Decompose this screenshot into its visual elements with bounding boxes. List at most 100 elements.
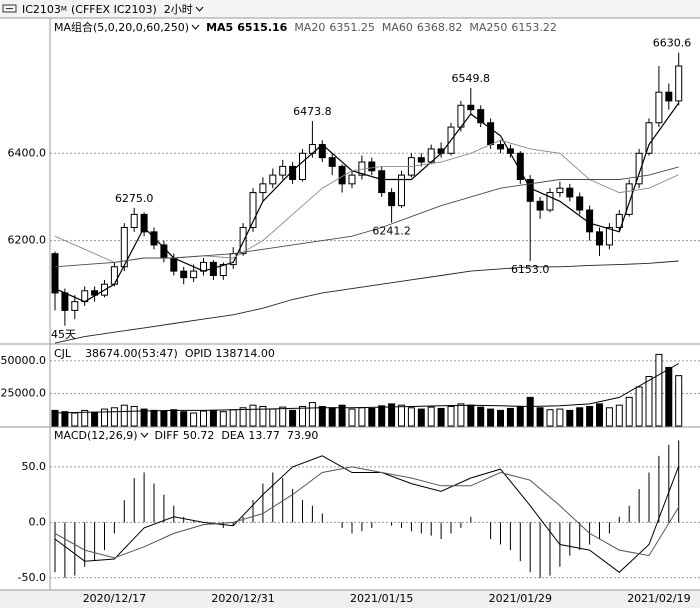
exchange: (CFFEX IC2103) [70, 2, 157, 16]
dropdown-icon[interactable] [140, 432, 149, 438]
candle-body [299, 152, 306, 180]
dropdown-icon[interactable] [195, 6, 204, 12]
volume-bar [506, 407, 514, 427]
volume-bar [526, 396, 534, 427]
volume-bar [130, 405, 138, 427]
x-tick-label: 2021/01/29 [489, 592, 552, 605]
volume-bar [308, 402, 316, 427]
candle-body [61, 292, 69, 311]
candle-body [635, 152, 643, 185]
price-legend: MA组合(5,0,20,0,60,250) MA5 6515.16 MA20 6351… [54, 19, 564, 35]
volume-bar [437, 407, 445, 427]
volume-bar [279, 406, 287, 427]
legend-value: 6368.82 [416, 20, 463, 34]
volume-bar [190, 412, 198, 427]
candle-body [328, 157, 336, 167]
volume-bar [457, 403, 465, 427]
volume-bar [635, 386, 643, 427]
volume-bar [665, 366, 673, 427]
toolbar-bg [0, 0, 700, 18]
price-annotation: 6275.0 [115, 192, 154, 205]
x-tick-label: 2021/02/19 [627, 592, 690, 605]
volume-bar [81, 409, 89, 427]
candle-body [190, 270, 198, 279]
volume-bar [101, 408, 108, 427]
toolbar-icon [2, 4, 17, 13]
volume-bar [328, 407, 336, 427]
legend-value: 6515.16 [237, 20, 288, 34]
y-tick-label: 6400.0 [8, 146, 47, 159]
volume-bar [388, 403, 396, 427]
candle-body [110, 266, 118, 285]
y-tick-label: 0.0 [29, 515, 47, 528]
volume-bar [566, 409, 574, 427]
volume-bar [219, 411, 227, 427]
candle-body [348, 174, 356, 185]
volume-bar [615, 404, 623, 427]
indicator-title[interactable]: MACD(12,26,9) [54, 428, 138, 442]
volume-bar [170, 409, 178, 427]
volume-bar [180, 411, 188, 427]
volume-bar [239, 407, 247, 427]
volume-bar [200, 410, 207, 427]
volume-bar [516, 405, 524, 427]
candle-body [556, 187, 564, 194]
candle-body [279, 165, 287, 176]
volume-bar [368, 407, 376, 427]
dropdown-icon[interactable] [191, 24, 200, 30]
volume-bar [477, 406, 485, 427]
candle-body [249, 192, 257, 228]
y-tick-label: 25000.0 [1, 386, 47, 399]
legend-name: MA5 [206, 20, 234, 34]
volume-bar [675, 375, 683, 427]
candle-body [546, 192, 554, 211]
candle-body [536, 200, 544, 211]
volume-legend: CJL 38674.00(53:47) OPID 138714.00 [54, 345, 282, 361]
candle-body [378, 170, 386, 194]
symbol-sup: M [60, 5, 67, 13]
candle-body [497, 144, 504, 150]
volume-bar [318, 405, 326, 427]
indicator-title[interactable]: MA组合(5,0,20,0,60,250) [54, 21, 190, 34]
y-tick-label: 50.0 [22, 460, 47, 473]
volume-bar [160, 410, 168, 427]
volume-bar [605, 407, 613, 427]
volume-bar [398, 404, 405, 427]
legend-name: DIFF [154, 428, 179, 442]
macd-line [54, 455, 680, 573]
x-tick-label: 2020/12/31 [211, 592, 274, 605]
volume-bar [427, 406, 435, 427]
candle-body [566, 187, 574, 198]
volume-bar [358, 407, 366, 427]
ma-line [54, 166, 679, 268]
indicator-title[interactable]: CJL [54, 346, 72, 360]
note: 45天 [51, 328, 76, 341]
price-annotation: 6549.8 [452, 72, 491, 85]
volume-bar [150, 409, 158, 427]
volume-bar [546, 409, 554, 427]
candle-body [576, 196, 584, 211]
macd-line [54, 466, 680, 559]
period[interactable]: 2小时 [163, 3, 193, 16]
volume-bar [417, 408, 425, 427]
candle-body [645, 122, 653, 154]
candle-body [51, 253, 59, 294]
candle-body [71, 301, 79, 311]
volume-bar [140, 408, 148, 427]
candle-body [180, 270, 188, 279]
info: 38674.00(53:47) [85, 346, 178, 360]
volume-bar [249, 404, 257, 427]
symbol: IC2103 [22, 2, 61, 16]
candle-body [120, 226, 128, 268]
candle-body [91, 290, 99, 296]
volume-bar [299, 405, 306, 427]
candle-body [130, 213, 138, 228]
macd-legend: MACD(12,26,9) DIFF 50.72 DEA 13.77 73.90 [54, 427, 325, 443]
candle-body [675, 65, 683, 102]
volume-bar [61, 411, 69, 427]
volume-bar [487, 408, 495, 427]
volume-bar [229, 409, 237, 427]
volume-bar [348, 408, 356, 427]
volume-bar [338, 404, 346, 427]
volume-bar [467, 404, 475, 427]
